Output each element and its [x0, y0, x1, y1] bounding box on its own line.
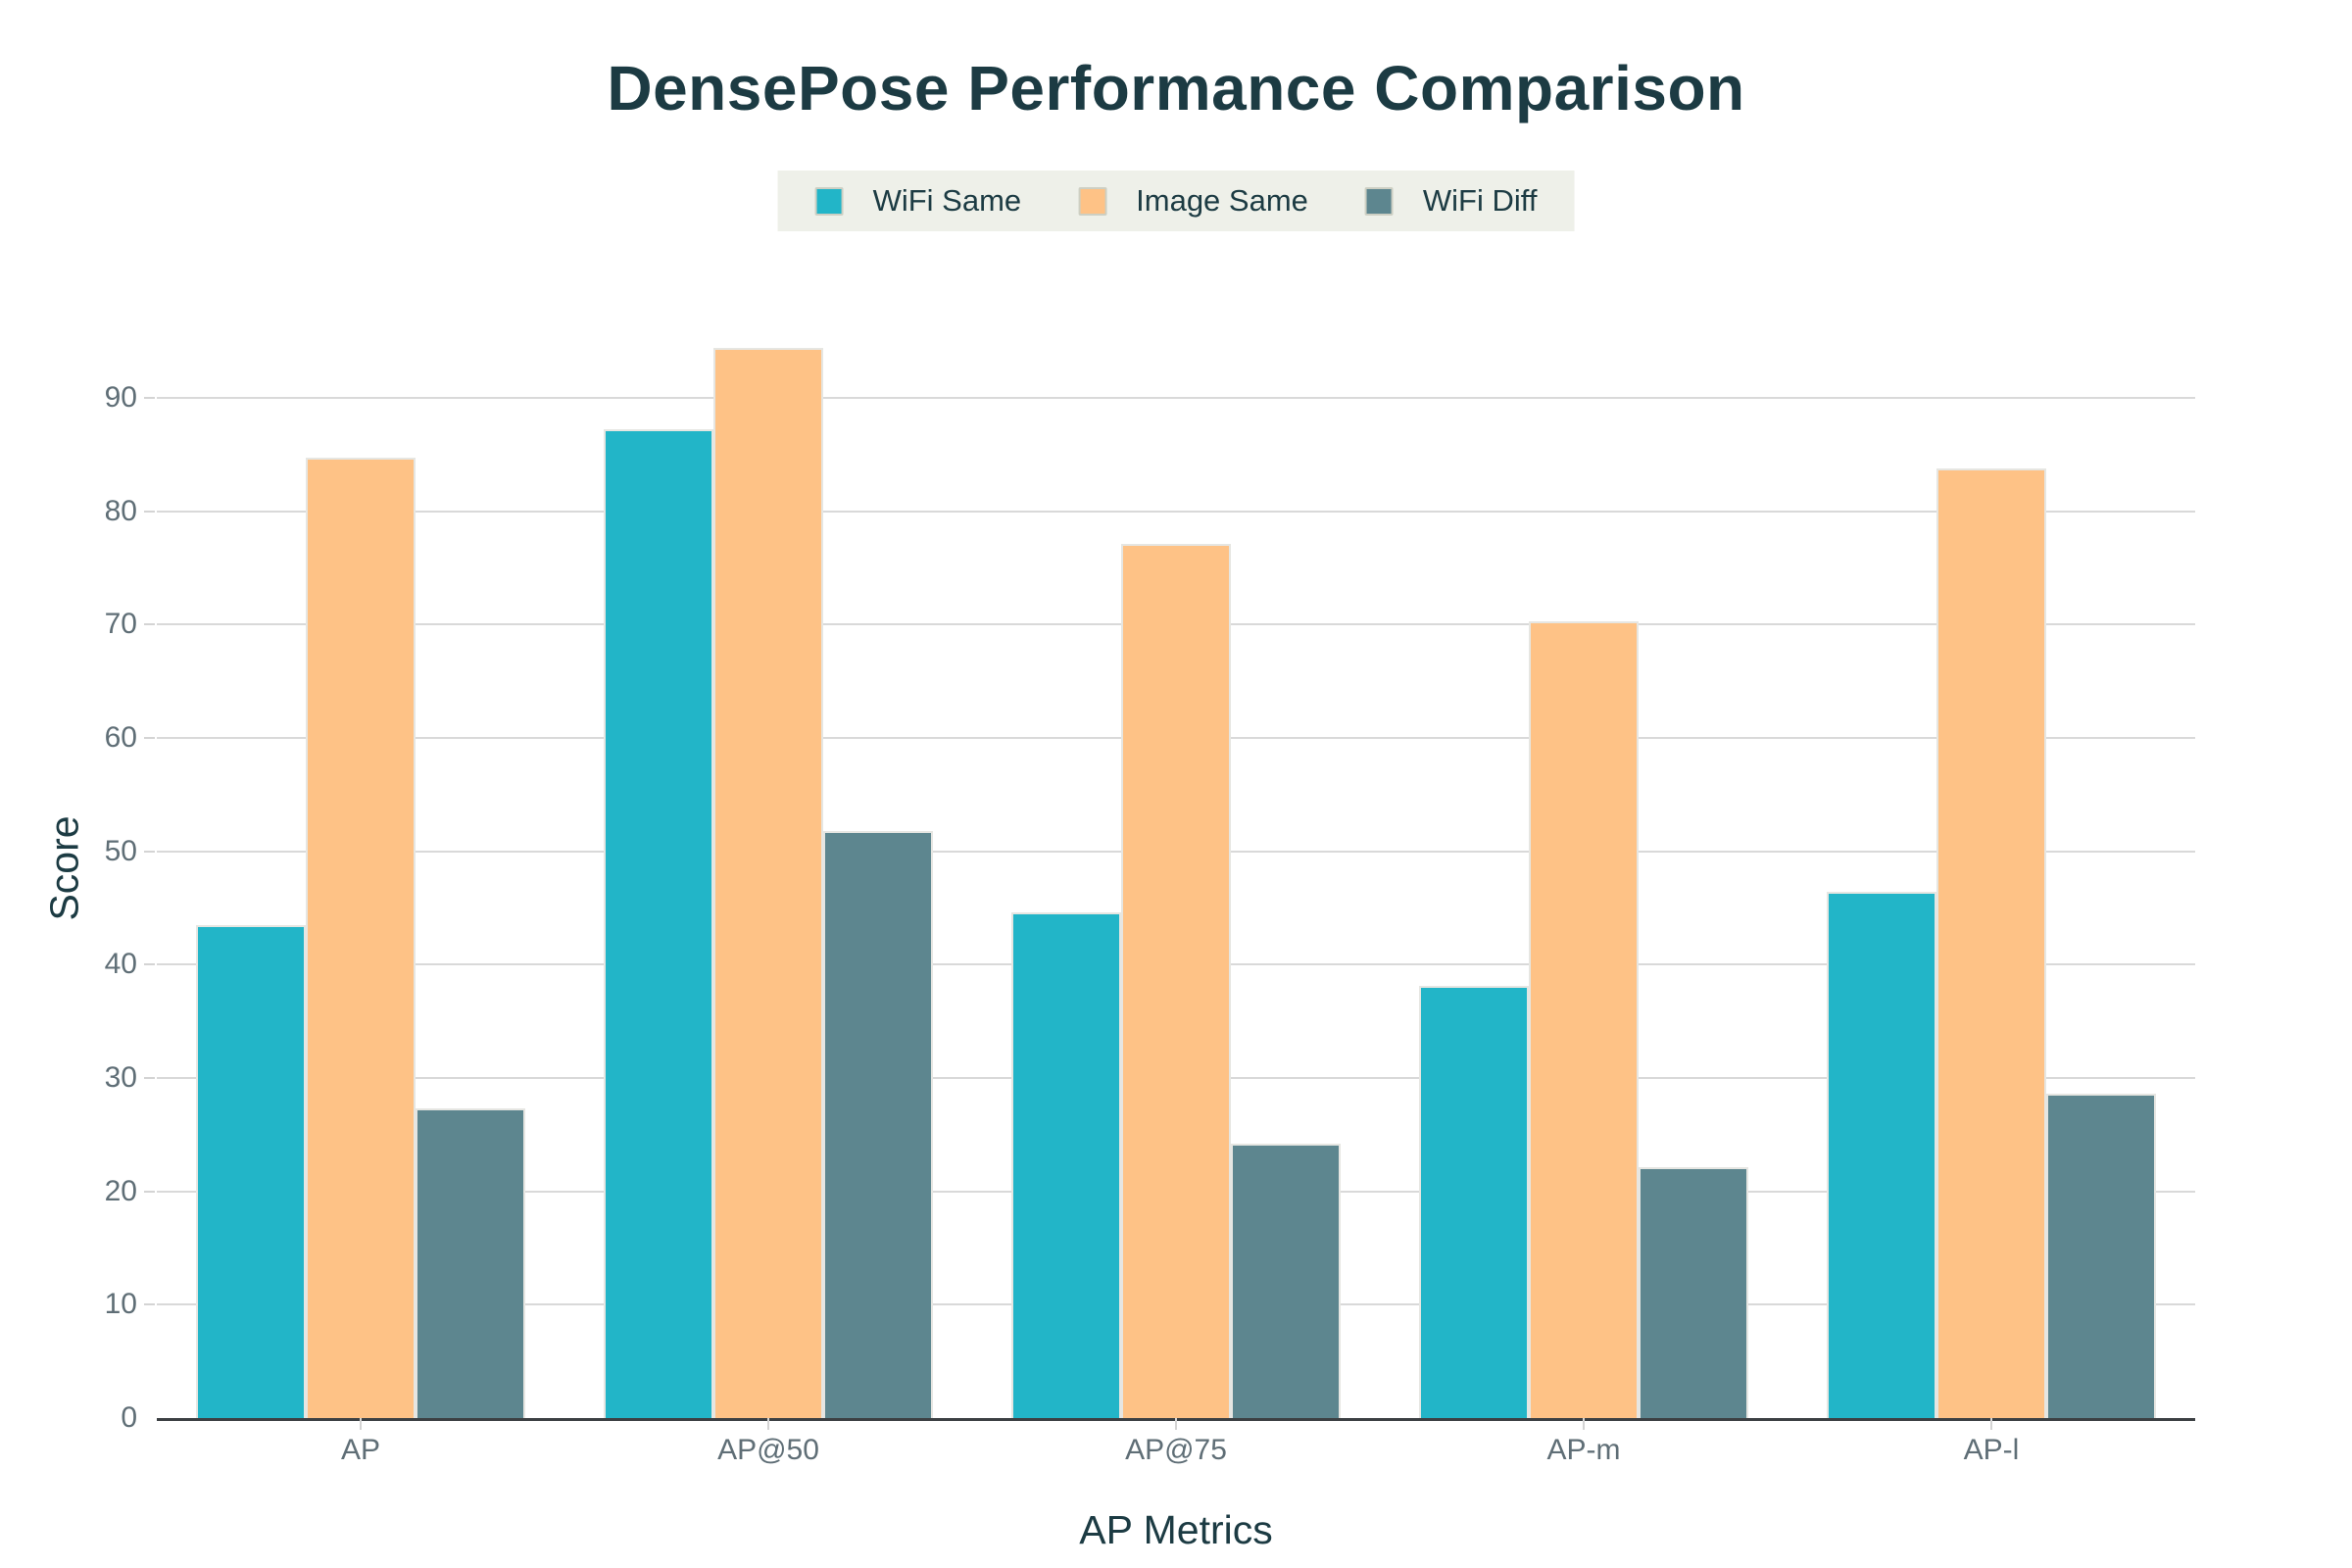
y-tick-mark: [144, 1190, 155, 1193]
y-tick-label: 30: [104, 1061, 137, 1094]
legend-label: WiFi Same: [872, 183, 1022, 218]
x-axis-title: AP Metrics: [1079, 1507, 1273, 1552]
legend-item-wifi-same: WiFi Same: [814, 183, 1022, 219]
y-tick-label: 50: [104, 834, 137, 867]
legend-item-wifi-diff: WiFi Diff: [1364, 183, 1538, 219]
x-tick-mark: [767, 1418, 769, 1430]
legend-label: WiFi Diff: [1422, 183, 1538, 218]
bar-wifi-diff-ap50: [822, 830, 933, 1418]
bar-image-same-ap-m: [1529, 620, 1639, 1418]
bar-wifi-same-ap-m: [1419, 986, 1530, 1418]
y-tick-label: 90: [104, 380, 137, 414]
bar-wifi-diff-ap-m: [1638, 1167, 1748, 1418]
bar-group-ap: [157, 318, 564, 1418]
x-tick-mark: [360, 1418, 362, 1430]
legend-swatch-icon: [1078, 186, 1107, 216]
y-tick-mark: [144, 850, 155, 853]
bar-group-ap-m: [1380, 318, 1788, 1418]
x-tick-label: AP@50: [717, 1434, 819, 1466]
legend: WiFi Same Image Same WiFi Diff: [777, 171, 1575, 231]
bar-image-same-ap75: [1121, 544, 1231, 1418]
y-tick-label: 80: [104, 494, 137, 527]
y-tick-mark: [144, 510, 155, 513]
bar-wifi-diff-ap: [415, 1108, 525, 1418]
gridline: [157, 510, 2195, 513]
bar-wifi-diff-ap-l: [2045, 1094, 2156, 1418]
bar-group-ap-l: [1788, 318, 2195, 1418]
y-tick-label: 20: [104, 1174, 137, 1207]
plot-area: 0 10 20 30 40 50 60 70 80 90 AP AP@50 AP@75 AP-m AP-l: [105, 318, 2195, 1465]
y-tick-mark: [144, 1077, 155, 1079]
bar-wifi-same-ap-l: [1827, 892, 1937, 1418]
x-tick-mark: [1990, 1418, 1992, 1430]
bar-wifi-same-ap75: [1011, 912, 1122, 1418]
bar-wifi-diff-ap75: [1230, 1144, 1341, 1418]
legend-item-image-same: Image Same: [1078, 183, 1308, 219]
x-tick-label: AP: [340, 1434, 381, 1466]
gridline: [157, 396, 2195, 399]
bar-group-ap75: [972, 318, 1380, 1418]
legend-swatch-icon: [814, 186, 844, 216]
bar-image-same-ap-l: [1936, 467, 2046, 1418]
y-tick-mark: [144, 736, 155, 739]
y-tick-label: 60: [104, 720, 137, 754]
x-tick-mark: [1583, 1418, 1585, 1430]
y-tick-label: 0: [121, 1401, 137, 1434]
x-tick-mark: [1175, 1418, 1177, 1430]
legend-label: Image Same: [1136, 183, 1308, 218]
y-tick-mark: [144, 396, 155, 399]
bar-image-same-ap: [306, 458, 416, 1418]
y-tick-mark: [144, 623, 155, 626]
y-tick-label: 70: [104, 608, 137, 641]
x-tick-label: AP@75: [1125, 1434, 1227, 1466]
bar-image-same-ap50: [713, 348, 823, 1418]
legend-swatch-icon: [1364, 186, 1394, 216]
bars-layer: [157, 318, 2195, 1418]
chart-title: DensePose Performance Comparison: [607, 53, 1745, 123]
bar-wifi-same-ap: [196, 924, 307, 1418]
y-tick-label: 40: [104, 948, 137, 981]
y-axis-title: Score: [41, 815, 87, 921]
y-tick-mark: [144, 963, 155, 966]
bar-wifi-same-ap50: [604, 429, 714, 1418]
y-tick-mark: [144, 1303, 155, 1306]
y-tick-label: 10: [104, 1288, 137, 1321]
x-tick-label: AP-m: [1546, 1434, 1621, 1466]
bar-group-ap50: [564, 318, 972, 1418]
x-tick-label: AP-l: [1963, 1434, 2020, 1466]
